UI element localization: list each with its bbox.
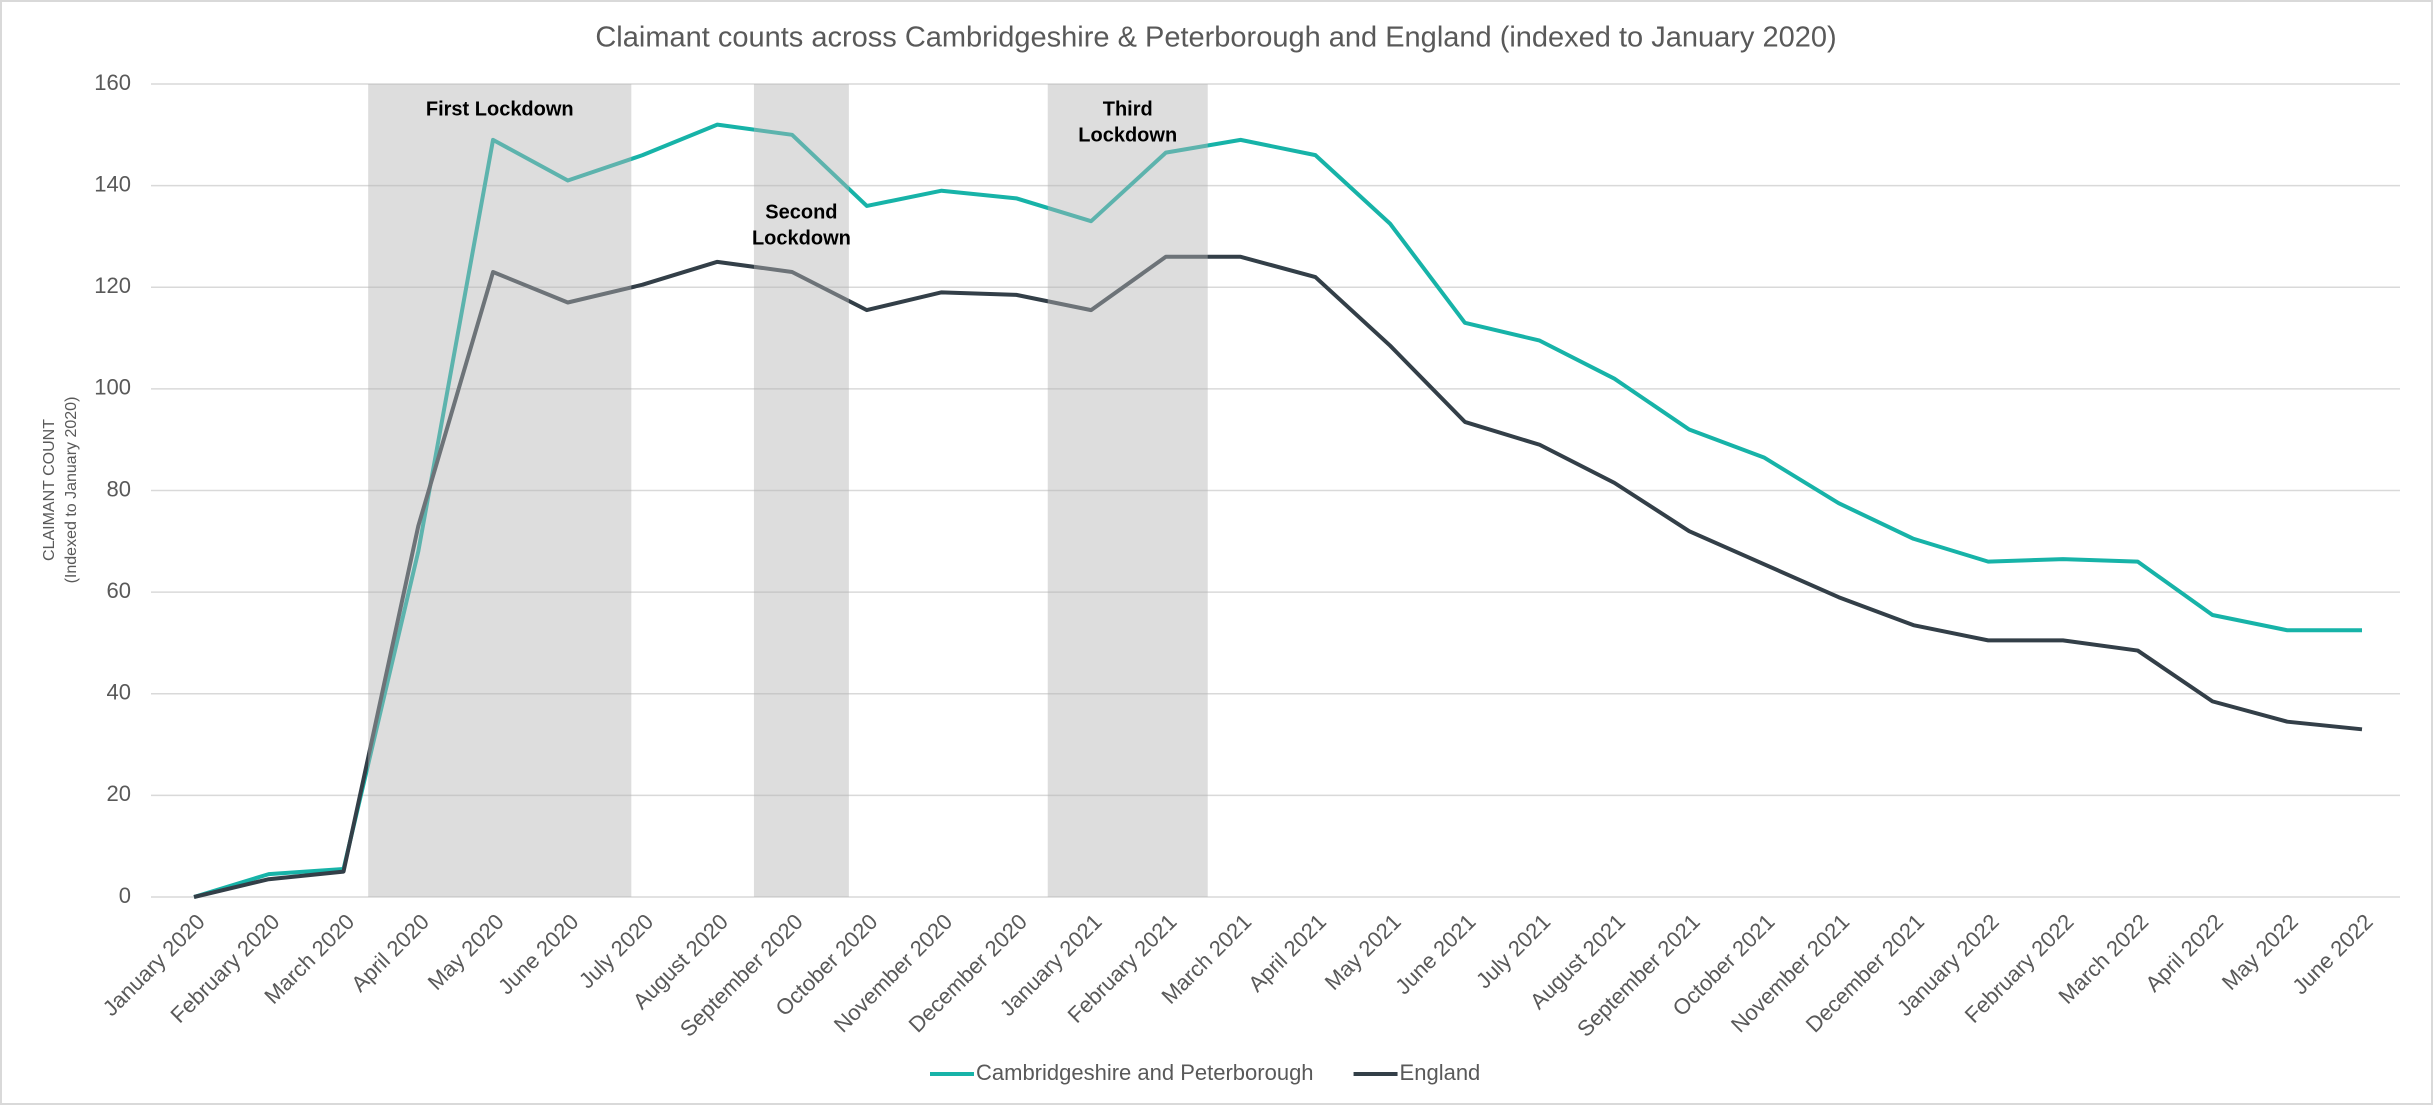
y-tick-label: 40 <box>107 680 131 705</box>
chart-title: Claimant counts across Cambridgeshire & … <box>595 22 1836 54</box>
y-tick-label: 120 <box>94 273 131 298</box>
y-tick-label: 100 <box>94 375 131 400</box>
series-line <box>193 122 2362 899</box>
lockdown-label: Lockdown <box>752 227 851 249</box>
lockdown-label: Second <box>765 201 837 223</box>
legend-label: Cambridgeshire and Peterborough <box>976 1060 1314 1085</box>
lockdown-label: Third <box>1103 98 1153 120</box>
legend-label: England <box>1400 1060 1481 1085</box>
y-tick-label: 0 <box>119 883 131 908</box>
y-tick-label: 160 <box>94 70 131 95</box>
y-axis-title: CLAIMANT COUNT <box>41 419 58 561</box>
y-tick-label: 140 <box>94 171 131 196</box>
y-tick-label: 80 <box>107 476 131 501</box>
lockdown-label: Lockdown <box>1078 124 1177 146</box>
lockdown-shading <box>753 84 849 897</box>
y-tick-label: 20 <box>107 781 131 806</box>
series-line <box>193 254 2363 899</box>
y-axis-title: (Indexed to January 2020) <box>63 397 80 584</box>
lockdown-shading <box>368 84 632 897</box>
lockdown-label: First Lockdown <box>426 98 574 120</box>
y-tick-label: 60 <box>107 578 131 603</box>
lockdown-shading <box>1047 84 1208 897</box>
